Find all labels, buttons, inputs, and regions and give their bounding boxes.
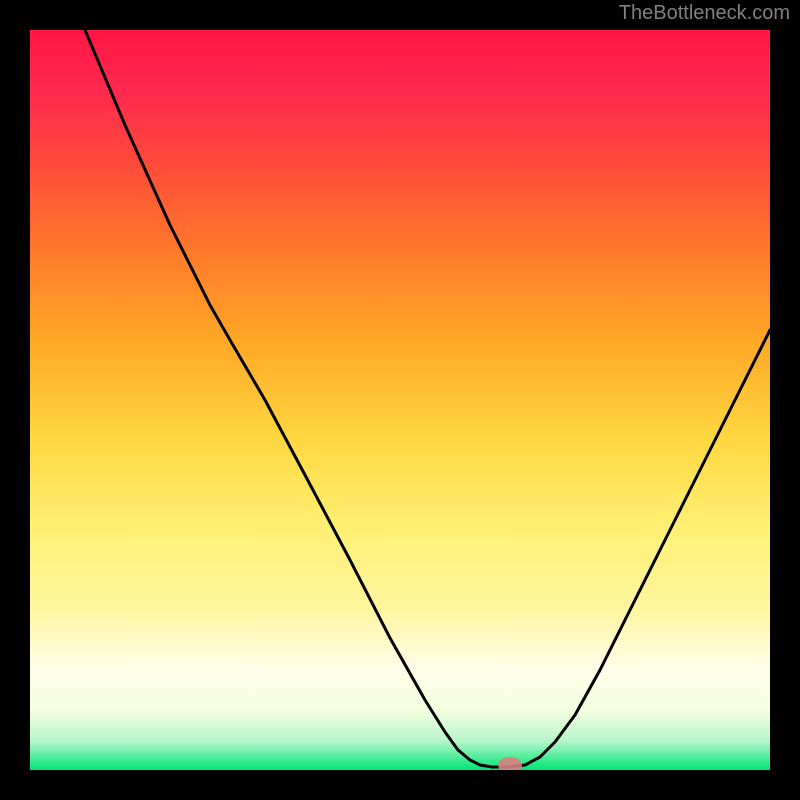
watermark-text: TheBottleneck.com [619,2,790,25]
plot-area [30,30,770,770]
bottleneck-chart [30,30,770,770]
chart-container: TheBottleneck.com [0,0,800,800]
gradient-background [30,30,770,770]
